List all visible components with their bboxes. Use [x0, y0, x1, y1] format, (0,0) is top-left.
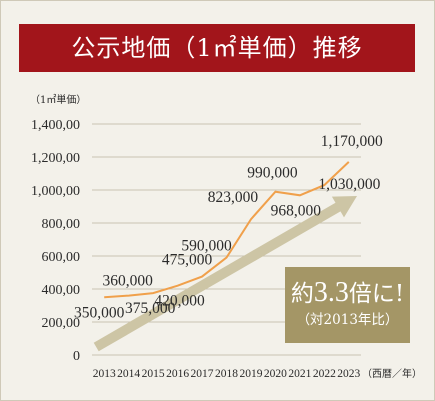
- y-tick-label: 200,00: [42, 316, 81, 331]
- y-tick-label: 1,400,00: [31, 118, 80, 133]
- x-tick-label: 2016: [166, 368, 189, 380]
- y-tick-label: 1,200,00: [31, 151, 80, 166]
- y-tick-label: 0: [73, 349, 80, 364]
- x-tick-label: 2018: [215, 368, 238, 380]
- trend-arrow: [93, 196, 357, 352]
- y-tick-labels: 0 200,00 400,00 600,00 800,00 1,000,00 1,200,0…: [31, 118, 80, 364]
- callout-sub: （対2013年比）: [296, 312, 399, 328]
- data-label: 1,030,000: [318, 176, 380, 193]
- x-tick-label: 2022: [313, 368, 336, 380]
- data-label: 1,170,000: [321, 133, 383, 150]
- callout-suffix: 倍に!: [348, 281, 405, 307]
- x-tick-label: 2015: [142, 368, 165, 380]
- callout-prefix: 約: [290, 281, 314, 307]
- x-tick-label: 2023: [337, 368, 360, 380]
- y-tick-label: 800,00: [42, 217, 81, 232]
- data-label: 475,000: [162, 252, 213, 269]
- data-label: 350,000: [74, 304, 125, 321]
- x-axis-suffix: （西暦／年）: [362, 367, 422, 380]
- y-tick-label: 400,00: [42, 283, 81, 298]
- y-tick-label: 1,000,00: [31, 184, 80, 199]
- x-tick-label: 2017: [191, 368, 214, 380]
- x-tick-label: 2021: [288, 368, 311, 380]
- series-line: [104, 161, 350, 299]
- data-label: 420,000: [154, 293, 205, 310]
- data-label: 590,000: [181, 238, 232, 255]
- data-label: 375,000: [125, 300, 176, 317]
- x-tick-label: 2020: [264, 368, 287, 380]
- data-label: 360,000: [102, 273, 153, 290]
- data-label: 823,000: [208, 189, 259, 206]
- data-label: 990,000: [247, 165, 298, 182]
- growth-callout: 約3.3倍に! （対2013年比）: [285, 267, 410, 343]
- x-tick-labels: 2013 2014 2015 2016 2017 2018 2019 2020 2021 2022…: [93, 368, 361, 380]
- x-tick-label: 2019: [239, 368, 262, 380]
- y-unit-label: （1㎡単価）: [30, 93, 86, 106]
- y-tick-label: 600,00: [42, 250, 81, 265]
- x-tick-label: 2013: [93, 368, 116, 380]
- x-tick-label: 2014: [117, 368, 140, 380]
- callout-main: 約3.3倍に!: [285, 278, 410, 309]
- chart-title: 公示地価（1㎡単価）推移: [19, 24, 415, 72]
- callout-number: 3.3: [313, 277, 349, 308]
- data-label: 968,000: [271, 202, 322, 219]
